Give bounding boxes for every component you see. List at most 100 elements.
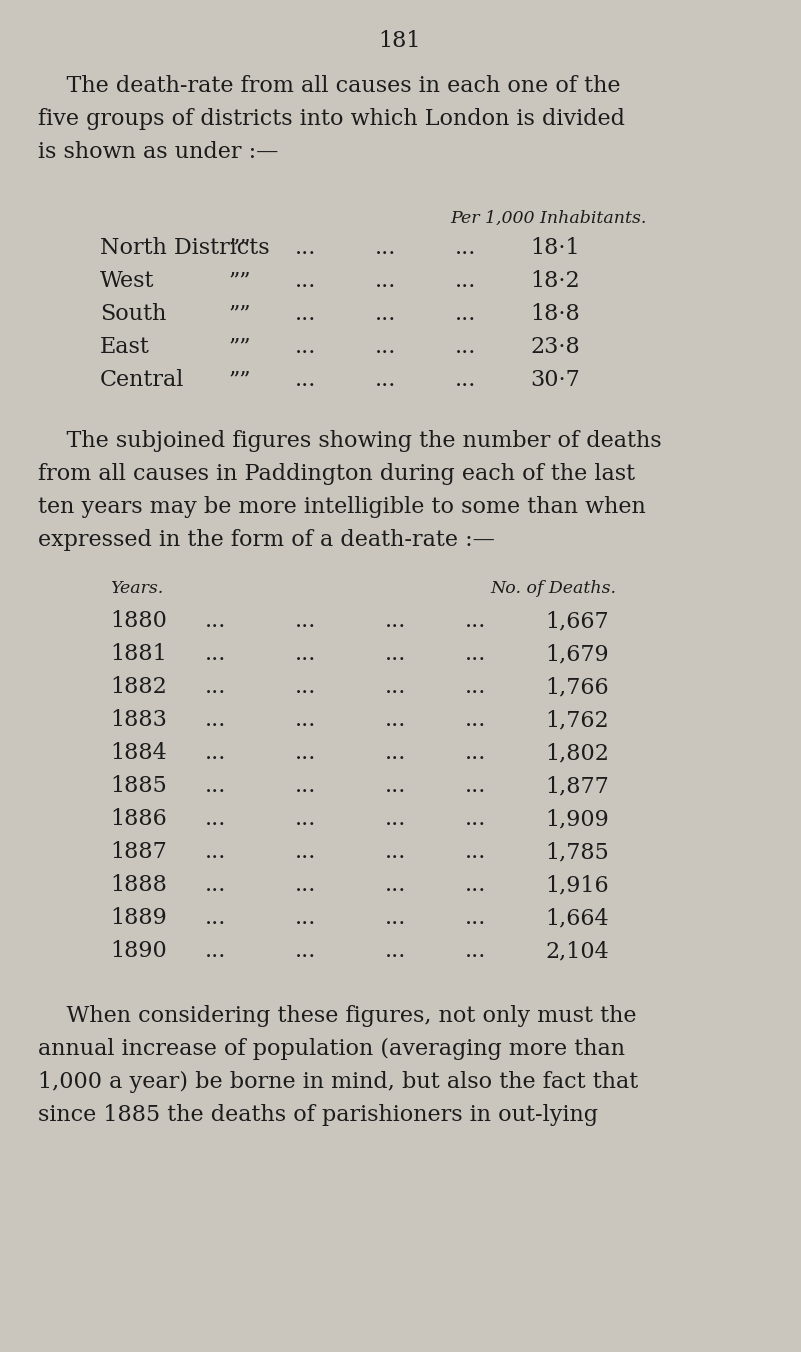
Text: 1886: 1886 <box>110 808 167 830</box>
Text: ...: ... <box>205 644 227 665</box>
Text: ...: ... <box>295 676 316 698</box>
Text: ...: ... <box>295 237 316 260</box>
Text: When considering these figures, not only must the: When considering these figures, not only… <box>38 1005 637 1028</box>
Text: ...: ... <box>385 841 406 863</box>
Text: ...: ... <box>385 676 406 698</box>
Text: 18·1: 18·1 <box>530 237 580 260</box>
Text: ...: ... <box>385 644 406 665</box>
Text: ...: ... <box>295 369 316 391</box>
Text: expressed in the form of a death-rate :—: expressed in the form of a death-rate :— <box>38 529 495 552</box>
Text: ...: ... <box>465 775 486 796</box>
Text: ...: ... <box>205 708 227 731</box>
Text: 1,916: 1,916 <box>545 873 609 896</box>
Text: The subjoined figures showing the number of deaths: The subjoined figures showing the number… <box>38 430 662 452</box>
Text: 1889: 1889 <box>110 907 167 929</box>
Text: 18·2: 18·2 <box>530 270 580 292</box>
Text: ...: ... <box>295 907 316 929</box>
Text: ...: ... <box>455 237 477 260</box>
Text: ...: ... <box>375 369 396 391</box>
Text: 1,909: 1,909 <box>545 808 609 830</box>
Text: ...: ... <box>295 775 316 796</box>
Text: ...: ... <box>295 708 316 731</box>
Text: 18·8: 18·8 <box>530 303 580 324</box>
Text: ...: ... <box>465 676 486 698</box>
Text: Central: Central <box>100 369 184 391</box>
Text: ””: ”” <box>228 270 251 292</box>
Text: 1,664: 1,664 <box>545 907 609 929</box>
Text: ...: ... <box>295 644 316 665</box>
Text: 1890: 1890 <box>110 940 167 963</box>
Text: ...: ... <box>295 270 316 292</box>
Text: Years.: Years. <box>110 580 163 598</box>
Text: ...: ... <box>385 808 406 830</box>
Text: ””: ”” <box>228 337 251 358</box>
Text: The death-rate from all causes in each one of the: The death-rate from all causes in each o… <box>38 74 621 97</box>
Text: 1885: 1885 <box>110 775 167 796</box>
Text: annual increase of population (averaging more than: annual increase of population (averaging… <box>38 1038 625 1060</box>
Text: ...: ... <box>465 610 486 631</box>
Text: ...: ... <box>385 873 406 896</box>
Text: ...: ... <box>375 303 396 324</box>
Text: ...: ... <box>375 337 396 358</box>
Text: 2,104: 2,104 <box>545 940 609 963</box>
Text: ...: ... <box>295 808 316 830</box>
Text: ””: ”” <box>228 303 251 324</box>
Text: ...: ... <box>205 676 227 698</box>
Text: 1884: 1884 <box>110 742 167 764</box>
Text: ...: ... <box>295 742 316 764</box>
Text: ...: ... <box>205 940 227 963</box>
Text: South: South <box>100 303 167 324</box>
Text: ...: ... <box>295 841 316 863</box>
Text: ...: ... <box>455 337 477 358</box>
Text: ...: ... <box>465 841 486 863</box>
Text: is shown as under :—: is shown as under :— <box>38 141 279 164</box>
Text: ...: ... <box>465 873 486 896</box>
Text: ...: ... <box>205 775 227 796</box>
Text: 1,802: 1,802 <box>545 742 609 764</box>
Text: 1881: 1881 <box>110 644 167 665</box>
Text: East: East <box>100 337 150 358</box>
Text: ...: ... <box>375 237 396 260</box>
Text: ...: ... <box>295 303 316 324</box>
Text: West: West <box>100 270 155 292</box>
Text: ...: ... <box>385 907 406 929</box>
Text: 1,679: 1,679 <box>545 644 609 665</box>
Text: ...: ... <box>465 808 486 830</box>
Text: No. of Deaths.: No. of Deaths. <box>490 580 616 598</box>
Text: 1,762: 1,762 <box>545 708 609 731</box>
Text: ...: ... <box>385 940 406 963</box>
Text: 1880: 1880 <box>110 610 167 631</box>
Text: ...: ... <box>455 369 477 391</box>
Text: ...: ... <box>385 610 406 631</box>
Text: ...: ... <box>205 808 227 830</box>
Text: 1883: 1883 <box>110 708 167 731</box>
Text: 1,877: 1,877 <box>545 775 609 796</box>
Text: ...: ... <box>205 841 227 863</box>
Text: ...: ... <box>455 303 477 324</box>
Text: five groups of districts into which London is divided: five groups of districts into which Lond… <box>38 108 625 130</box>
Text: 181: 181 <box>379 30 421 51</box>
Text: ...: ... <box>295 940 316 963</box>
Text: Per 1,000 Inhabitants.: Per 1,000 Inhabitants. <box>450 210 646 227</box>
Text: 1,667: 1,667 <box>545 610 609 631</box>
Text: 30·7: 30·7 <box>530 369 580 391</box>
Text: ...: ... <box>205 907 227 929</box>
Text: ...: ... <box>385 742 406 764</box>
Text: ten years may be more intelligible to some than when: ten years may be more intelligible to so… <box>38 496 646 518</box>
Text: 1,785: 1,785 <box>545 841 609 863</box>
Text: 1882: 1882 <box>110 676 167 698</box>
Text: ...: ... <box>465 907 486 929</box>
Text: from all causes in Paddington during each of the last: from all causes in Paddington during eac… <box>38 462 635 485</box>
Text: ...: ... <box>455 270 477 292</box>
Text: since 1885 the deaths of parishioners in out-lying: since 1885 the deaths of parishioners in… <box>38 1105 598 1126</box>
Text: 23·8: 23·8 <box>530 337 580 358</box>
Text: 1,766: 1,766 <box>545 676 609 698</box>
Text: ...: ... <box>385 775 406 796</box>
Text: ””: ”” <box>228 237 251 260</box>
Text: ...: ... <box>205 873 227 896</box>
Text: 1,000 a year) be borne in mind, but also the fact that: 1,000 a year) be borne in mind, but also… <box>38 1071 638 1094</box>
Text: ...: ... <box>295 873 316 896</box>
Text: 1887: 1887 <box>110 841 167 863</box>
Text: 1888: 1888 <box>110 873 167 896</box>
Text: North Districts: North Districts <box>100 237 270 260</box>
